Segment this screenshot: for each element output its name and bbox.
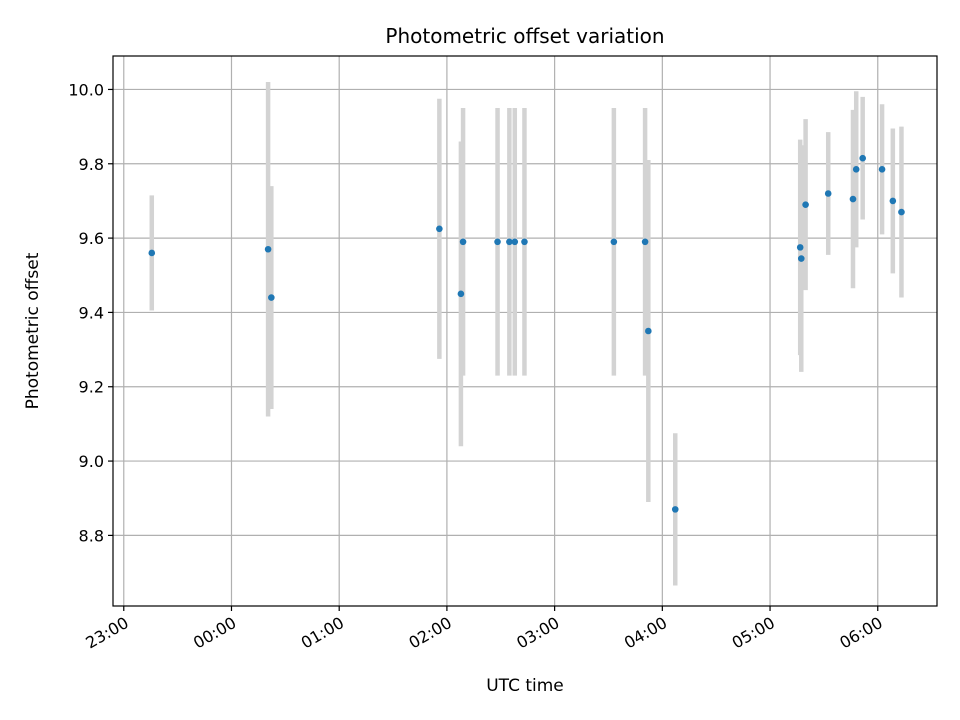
plot-frame bbox=[112, 55, 938, 607]
y-axis-ticks: 8.8 9.0 9.2 9.4 9.6 9.8 10.0 bbox=[68, 80, 113, 545]
data-point bbox=[849, 195, 857, 203]
x-axis-label: UTC time bbox=[486, 676, 564, 696]
data-point bbox=[796, 244, 804, 251]
y-tick-label: 9.4 bbox=[79, 303, 104, 322]
data-point bbox=[859, 154, 866, 162]
data-point bbox=[268, 294, 275, 301]
data-point bbox=[852, 166, 860, 173]
y-tick-label: 9.2 bbox=[79, 378, 104, 397]
data-point bbox=[521, 238, 528, 246]
data-point bbox=[878, 166, 886, 173]
y-tick-label: 9.0 bbox=[79, 452, 104, 471]
data-point bbox=[889, 197, 897, 205]
data-point bbox=[148, 249, 156, 257]
data-point bbox=[436, 225, 443, 233]
data-point bbox=[797, 255, 805, 262]
data-point bbox=[494, 238, 501, 246]
y-tick-label: 9.6 bbox=[79, 229, 104, 248]
data-point bbox=[264, 245, 272, 253]
data-point bbox=[641, 238, 649, 246]
data-point bbox=[457, 290, 465, 298]
data-point bbox=[824, 190, 832, 197]
data-point bbox=[511, 238, 519, 246]
y-tick-label: 8.8 bbox=[79, 526, 104, 545]
data-point bbox=[610, 238, 618, 246]
data-point bbox=[671, 506, 679, 513]
chart-title: Photometric offset variation bbox=[385, 24, 664, 48]
data-point bbox=[898, 208, 905, 216]
data-points bbox=[148, 154, 905, 513]
data-point bbox=[506, 238, 513, 246]
data-point bbox=[459, 238, 467, 246]
y-tick-label: 10.0 bbox=[68, 80, 104, 99]
data-point bbox=[802, 201, 809, 208]
data-point bbox=[645, 327, 652, 335]
y-axis-label: Photometric offset bbox=[23, 252, 43, 409]
y-tick-label: 9.8 bbox=[79, 155, 104, 174]
